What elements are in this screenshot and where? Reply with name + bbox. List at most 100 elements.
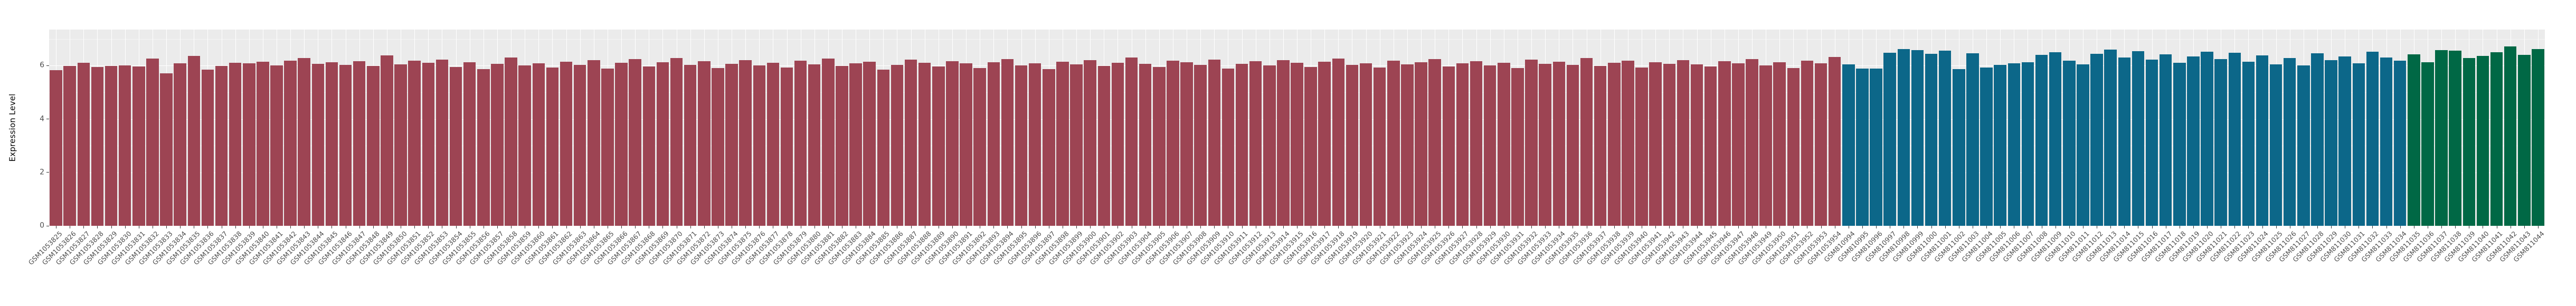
bar <box>560 61 573 226</box>
bar <box>601 69 614 226</box>
x-axis-tick-mark <box>180 226 181 228</box>
y-axis-tick-label: 4 <box>40 114 44 123</box>
x-axis-tick-mark <box>2524 226 2525 228</box>
y-axis-tick-mark <box>46 172 49 173</box>
x-axis-tick-mark <box>304 226 305 228</box>
bar <box>105 65 118 226</box>
bar <box>1483 65 1497 226</box>
bar <box>1415 62 1427 226</box>
bar <box>1235 63 1248 226</box>
bar <box>973 68 986 226</box>
bar <box>2104 49 2117 226</box>
bar <box>2187 56 2200 226</box>
y-axis-tick-mark <box>46 65 49 66</box>
bar <box>2021 62 2034 226</box>
bar <box>311 64 325 226</box>
x-axis-tick-mark <box>1035 226 1036 228</box>
bar <box>394 64 407 226</box>
x-axis-tick-mark <box>787 226 788 228</box>
x-axis-tick-mark <box>414 226 415 228</box>
bar <box>353 61 366 226</box>
bar <box>339 65 352 226</box>
bar <box>2297 65 2310 226</box>
y-axis-tick-label: 0 <box>40 221 44 230</box>
bar <box>1622 61 1634 226</box>
bar <box>684 65 697 226</box>
bar <box>2283 58 2296 226</box>
bar <box>298 58 310 226</box>
x-axis-tick-mark <box>2317 226 2318 228</box>
bar <box>1773 62 1786 226</box>
y-axis-title-text: Expression Level <box>7 93 17 162</box>
x-axis-tick-mark <box>566 226 567 228</box>
x-axis-tick-mark <box>207 226 209 228</box>
bar <box>629 59 641 226</box>
x-axis-tick-mark <box>2262 226 2263 228</box>
x-axis-tick-mark <box>1421 226 1422 228</box>
bar <box>1359 63 1372 226</box>
bar <box>1180 62 1193 226</box>
x-axis-tick-mark <box>690 226 691 228</box>
bar <box>270 65 283 226</box>
bar <box>877 69 890 226</box>
bar <box>435 59 449 226</box>
bar <box>2435 50 2448 226</box>
bar <box>1028 63 1041 226</box>
x-axis-tick-mark <box>290 226 291 228</box>
bar <box>656 62 669 226</box>
bar <box>1249 61 1262 226</box>
x-axis-tick-mark <box>1752 226 1753 228</box>
bar <box>1677 60 1690 226</box>
x-axis-tick-mark <box>359 226 360 228</box>
bar <box>712 68 724 226</box>
bar <box>2007 63 2021 226</box>
x-axis-tick-mark <box>83 226 84 228</box>
x-axis-tick-mark <box>1090 226 1091 228</box>
bar <box>2504 46 2517 226</box>
bar <box>1663 63 1676 226</box>
bar <box>160 73 173 226</box>
bar <box>1456 63 1469 226</box>
bar <box>1373 68 1386 226</box>
x-axis-tick-mark <box>2207 226 2208 228</box>
bar <box>1043 69 1055 226</box>
bar <box>1566 65 1579 226</box>
x-axis-tick-mark <box>993 226 995 228</box>
plot-panel <box>49 30 2545 226</box>
bar <box>946 61 959 226</box>
x-axis-tick-mark <box>1903 226 1905 228</box>
x-axis-tick-mark <box>2193 226 2194 228</box>
x-axis-tick-mark <box>621 226 622 228</box>
bar <box>215 66 228 226</box>
x-axis-tick-mark <box>2276 226 2277 228</box>
x-axis-tick-mark <box>511 226 512 228</box>
x-axis-tick-mark <box>1145 226 1146 228</box>
bar <box>2090 53 2103 226</box>
bar <box>780 67 793 226</box>
x-axis-tick-mark <box>249 226 250 228</box>
bar <box>725 63 738 226</box>
x-axis-tick-mark <box>2400 226 2401 228</box>
bar <box>2408 54 2420 226</box>
bar <box>2352 63 2365 226</box>
x-axis-tick-mark <box>2152 226 2153 228</box>
bar <box>808 64 821 226</box>
bar <box>918 63 931 226</box>
x-axis-tick-mark <box>1917 226 1918 228</box>
x-axis-tick-mark <box>1738 226 1739 228</box>
x-axis-tick-mark <box>456 226 457 228</box>
x-axis-tick-mark <box>1159 226 1160 228</box>
bar <box>573 64 586 226</box>
bar <box>1938 50 1952 226</box>
bar <box>2132 51 2145 226</box>
bar <box>1097 66 1111 226</box>
bar <box>1966 53 1979 226</box>
bar <box>2449 50 2461 226</box>
x-axis-tick-mark <box>704 226 705 228</box>
bar <box>588 60 600 226</box>
bar <box>1649 62 1662 226</box>
bar <box>1277 60 1290 226</box>
bar <box>1552 61 1566 226</box>
bar <box>518 65 531 226</box>
